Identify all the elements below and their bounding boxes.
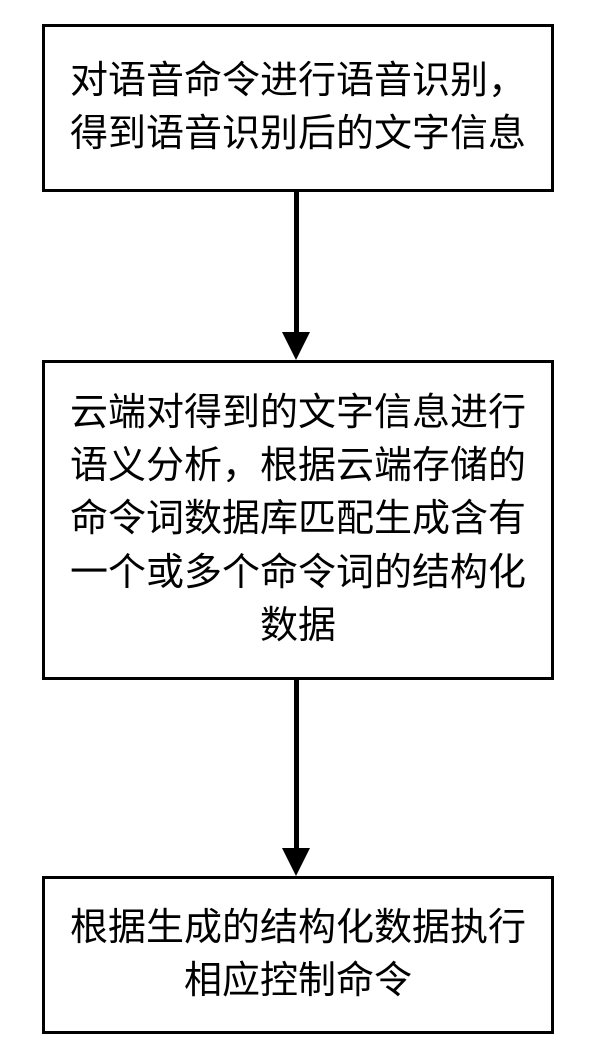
flow-node-label: 对语音命令进行语音识别，得到语音识别后的文字信息 — [59, 55, 537, 161]
flow-node-semantic-analysis: 云端对得到的文字信息进行语义分析，根据云端存储的命令词数据库匹配生成含有一个或多… — [42, 360, 554, 680]
flow-node-execute-command: 根据生成的结构化数据执行相应控制命令 — [42, 876, 554, 1034]
flow-node-speech-recognition: 对语音命令进行语音识别，得到语音识别后的文字信息 — [42, 24, 554, 192]
flowchart-canvas: 对语音命令进行语音识别，得到语音识别后的文字信息 云端对得到的文字信息进行语义分… — [0, 0, 598, 1061]
flow-node-label: 云端对得到的文字信息进行语义分析，根据云端存储的命令词数据库匹配生成含有一个或多… — [59, 387, 537, 653]
flow-node-label: 根据生成的结构化数据执行相应控制命令 — [59, 902, 537, 1008]
arrow-line — [294, 680, 299, 848]
arrow-head-icon — [282, 848, 310, 876]
arrow-head-icon — [282, 332, 310, 360]
arrow-line — [294, 192, 299, 332]
